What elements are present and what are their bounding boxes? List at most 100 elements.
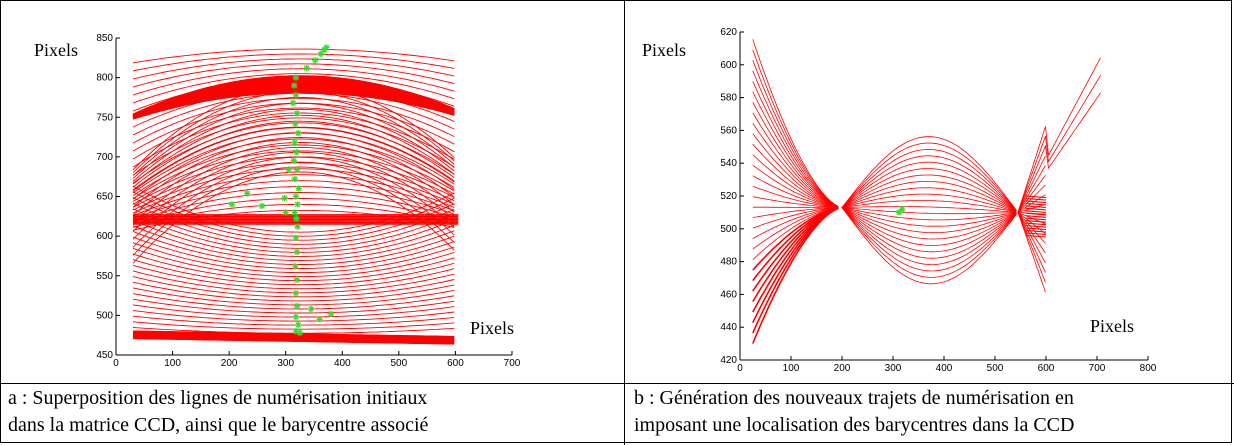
y-tick-label: 580 xyxy=(720,93,737,104)
scan-path xyxy=(752,207,839,218)
chart-b-x-label: Pixels xyxy=(1090,316,1134,336)
y-tick-label: 550 xyxy=(96,271,113,282)
scan-path xyxy=(752,207,839,260)
chart-a: 0 100 200 300 400 500 600 700 450 500 550 600 650 700… xyxy=(34,33,521,369)
scan-path xyxy=(752,112,839,208)
scan-line xyxy=(132,281,455,302)
scan-line xyxy=(132,174,455,214)
scan-path xyxy=(841,136,1017,211)
x-tick-label: 400 xyxy=(936,363,953,374)
y-tick-label: 600 xyxy=(720,60,737,71)
scan-path xyxy=(841,207,1017,272)
scan-path-block xyxy=(1025,205,1047,209)
centroid-marker xyxy=(292,193,300,200)
column-divider xyxy=(624,0,625,445)
scan-line xyxy=(132,107,455,160)
scan-line xyxy=(132,166,455,256)
y-tick-label: 850 xyxy=(96,33,113,44)
scan-path xyxy=(841,207,1017,266)
centroid-marker xyxy=(296,329,304,337)
scan-path xyxy=(841,207,1017,246)
scan-line-bottom xyxy=(133,331,455,339)
scan-line xyxy=(132,63,455,88)
scan-path xyxy=(841,206,1017,213)
scan-path xyxy=(1017,212,1046,293)
centroid-marker xyxy=(293,166,301,173)
scan-path xyxy=(841,207,1017,221)
centroid-marker xyxy=(291,82,298,89)
y-tick-label: 540 xyxy=(720,158,737,169)
scan-path-block xyxy=(1025,202,1047,206)
chart-b-centroids xyxy=(895,205,906,216)
chart-b: 0 100 200 300 400 500 600 700 800 420 440 460 480 500… xyxy=(642,27,1157,374)
scan-path-block xyxy=(1025,229,1047,233)
x-tick-label: 200 xyxy=(834,363,851,374)
scan-path-block xyxy=(1025,215,1047,218)
scan-path xyxy=(841,207,1017,253)
scan-path-block xyxy=(1025,197,1047,201)
centroid-marker xyxy=(317,50,324,58)
centroid-marker xyxy=(320,46,328,54)
scan-line xyxy=(132,132,455,194)
scan-line xyxy=(132,91,455,174)
caption-a: a : Superposition des lignes de numérisa… xyxy=(8,385,428,439)
x-tick-label: 200 xyxy=(221,358,238,369)
scan-line xyxy=(132,310,455,322)
scan-path xyxy=(1017,155,1046,213)
scan-path xyxy=(1017,212,1046,244)
centroid-marker xyxy=(311,56,319,64)
centroid-marker xyxy=(291,139,298,146)
scan-path xyxy=(752,133,839,208)
centroid-marker xyxy=(292,74,300,81)
scan-path xyxy=(1017,212,1046,283)
scan-line xyxy=(132,253,455,282)
x-tick-label: 300 xyxy=(277,358,294,369)
centroid-marker xyxy=(292,263,299,270)
scan-line-bottom xyxy=(132,335,455,343)
scan-path xyxy=(752,143,839,208)
scan-line xyxy=(132,68,455,96)
y-tick-label: 650 xyxy=(96,192,113,203)
caption-a-line-2: dans la matrice CCD, ainsi que le baryce… xyxy=(8,414,429,436)
centroid-marker xyxy=(293,110,301,117)
scan-line-bottom xyxy=(132,334,455,342)
scan-path xyxy=(1017,75,1101,213)
scan-path xyxy=(1017,92,1101,213)
centroid-marker xyxy=(228,201,236,208)
scan-path xyxy=(841,161,1017,212)
scan-line xyxy=(132,114,455,185)
x-tick-label: 700 xyxy=(504,358,521,369)
scan-line xyxy=(132,264,455,290)
scan-path xyxy=(841,207,1017,233)
scan-line-arc xyxy=(132,89,455,119)
scan-path xyxy=(752,154,839,208)
scan-path xyxy=(752,185,839,208)
scan-path xyxy=(752,39,839,207)
y-tick-label: 420 xyxy=(720,355,737,366)
scan-line xyxy=(132,186,455,220)
centroid-marker xyxy=(281,194,288,202)
scan-path xyxy=(841,193,1017,213)
scan-path xyxy=(841,200,1017,213)
scan-line xyxy=(132,156,455,205)
y-tick-label: 440 xyxy=(720,322,737,333)
scan-line xyxy=(132,117,455,176)
scan-path xyxy=(1017,174,1046,213)
scan-line xyxy=(132,58,455,80)
scan-path xyxy=(752,122,839,208)
y-tick-label: 560 xyxy=(720,125,737,136)
scan-line xyxy=(132,276,455,298)
scan-path xyxy=(752,70,839,208)
scan-line-bottom xyxy=(132,333,455,341)
scan-line xyxy=(132,298,455,314)
centroid-marker xyxy=(292,234,300,241)
scan-path-block xyxy=(1025,210,1047,213)
scan-path xyxy=(841,207,1017,227)
scan-path xyxy=(752,60,839,207)
x-tick-label: 800 xyxy=(1140,363,1157,374)
centroid-marker xyxy=(292,289,300,297)
scan-path-block xyxy=(1025,227,1047,231)
scan-line xyxy=(132,138,455,197)
x-tick-label: 500 xyxy=(987,363,1004,374)
centroid-marker xyxy=(293,276,301,283)
